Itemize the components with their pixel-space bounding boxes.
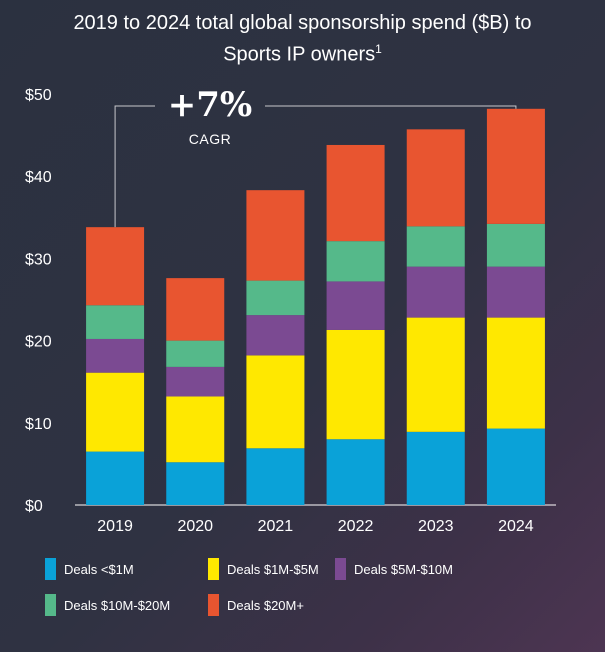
bar-segment bbox=[406, 129, 465, 227]
legend-label: Deals $20M+ bbox=[227, 597, 304, 613]
bar-segment bbox=[86, 227, 145, 306]
x-tick-label: 2023 bbox=[418, 518, 454, 535]
y-tick-label: $40 bbox=[25, 169, 52, 186]
bar-segment bbox=[246, 280, 305, 316]
y-tick-label: $10 bbox=[25, 416, 52, 433]
legend-swatch bbox=[335, 558, 346, 580]
chart-title: 2019 to 2024 total global sponsorship sp… bbox=[0, 10, 605, 68]
x-tick-label: 2021 bbox=[258, 518, 294, 535]
legend-label: Deals $1M-$5M bbox=[227, 561, 319, 577]
y-tick-label: $50 bbox=[25, 87, 52, 104]
y-tick-label: $0 bbox=[25, 498, 43, 515]
legend-item: Deals $20M+ bbox=[208, 594, 304, 616]
bar-segment bbox=[166, 462, 225, 505]
x-tick-label: 2019 bbox=[97, 518, 133, 535]
legend-item: Deals $10M-$20M bbox=[45, 594, 170, 616]
x-tick-label: 2024 bbox=[498, 518, 534, 535]
bar-segment bbox=[486, 223, 545, 267]
bar-segment bbox=[166, 396, 225, 463]
title-footnote: 1 bbox=[375, 42, 382, 56]
y-tick-label: $30 bbox=[25, 251, 52, 268]
bar-segment bbox=[326, 329, 385, 440]
legend-swatch bbox=[208, 594, 219, 616]
chart-title-line2: Sports IP owners1 bbox=[0, 36, 605, 68]
bar-segment bbox=[246, 448, 305, 505]
legend-item: Deals $1M-$5M bbox=[208, 558, 319, 580]
bar-segment bbox=[166, 366, 225, 397]
legend-swatch bbox=[208, 558, 219, 580]
cagr-value: +7% bbox=[167, 85, 253, 125]
bar-segment bbox=[406, 226, 465, 267]
x-tick-label: 2020 bbox=[177, 518, 213, 535]
bar-segment bbox=[246, 355, 305, 449]
bar-segment bbox=[406, 431, 465, 505]
bar-segment bbox=[86, 372, 145, 452]
legend-label: Deals $5M-$10M bbox=[354, 561, 453, 577]
bar-segment bbox=[406, 317, 465, 432]
y-tick-label: $20 bbox=[25, 334, 52, 351]
chart-title-line1: 2019 to 2024 total global sponsorship sp… bbox=[73, 12, 532, 34]
cagr-bracket-left bbox=[114, 105, 155, 228]
legend-label: Deals $10M-$20M bbox=[64, 597, 171, 613]
cagr-label: CAGR bbox=[188, 131, 232, 147]
bar-segment bbox=[326, 241, 385, 282]
bar-segment bbox=[406, 266, 465, 318]
bar-segment bbox=[166, 278, 225, 341]
bar-segment bbox=[86, 305, 145, 339]
bar-segment bbox=[86, 451, 145, 505]
bar-segment bbox=[486, 428, 545, 505]
x-tick-label: 2022 bbox=[338, 518, 374, 535]
chart-title-line2-text: Sports IP owners bbox=[223, 43, 376, 66]
cagr-bracket-right bbox=[265, 105, 517, 109]
legend-swatch bbox=[45, 558, 56, 580]
bar-segment bbox=[486, 266, 545, 318]
bar-segment bbox=[486, 108, 545, 224]
legend-item: Deals <$1M bbox=[45, 558, 134, 580]
legend-swatch bbox=[45, 594, 56, 616]
legend-item: Deals $5M-$10M bbox=[335, 558, 453, 580]
bar-segment bbox=[246, 315, 305, 356]
bar-segment bbox=[246, 190, 305, 281]
bar-segment bbox=[166, 340, 225, 367]
bar-segment bbox=[326, 281, 385, 330]
bar-segment bbox=[326, 144, 385, 242]
bar-segment bbox=[486, 317, 545, 429]
bar-segment bbox=[86, 338, 145, 373]
bar-segment bbox=[326, 439, 385, 505]
legend-label: Deals <$1M bbox=[64, 561, 134, 577]
